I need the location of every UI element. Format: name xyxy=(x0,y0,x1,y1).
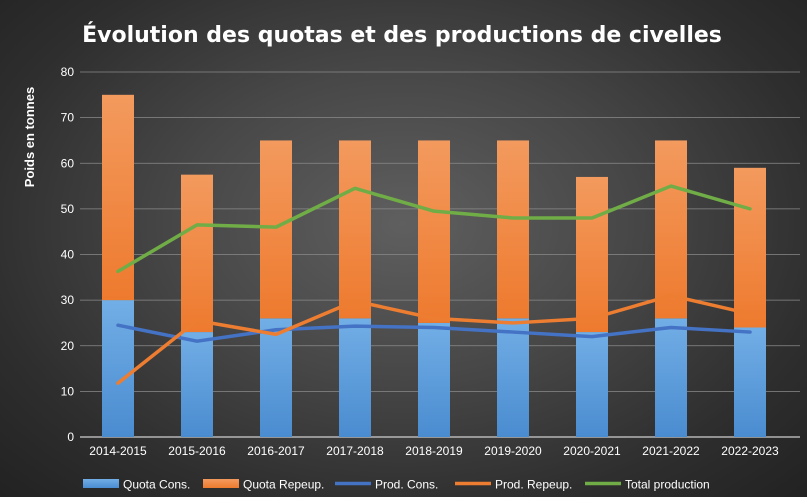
y-tick-label: 80 xyxy=(61,65,75,79)
legend-label: Quota Repeup. xyxy=(243,478,324,492)
y-tick-label: 50 xyxy=(61,202,75,216)
x-tick-label: 2022-2023 xyxy=(721,444,779,458)
bar-quota-cons xyxy=(339,318,371,437)
bar-quota-repeup xyxy=(576,176,608,333)
chart-title: Évolution des quotas et des productions … xyxy=(82,22,722,48)
x-tick-label: 2014-2015 xyxy=(89,444,147,458)
x-tick-label: 2017-2018 xyxy=(326,444,384,458)
bar-quota-repeup xyxy=(655,140,687,319)
bar-quota-cons xyxy=(734,327,766,437)
y-tick-label: 30 xyxy=(61,293,75,307)
y-axis-label: Poids en tonnes xyxy=(22,87,37,187)
y-tick-label: 70 xyxy=(61,111,75,125)
x-tick-label: 2021-2022 xyxy=(642,444,700,458)
bar-quota-repeup xyxy=(734,167,766,328)
legend-label: Total production xyxy=(625,478,710,492)
bar-quota-repeup xyxy=(418,140,450,323)
bar-quota-cons xyxy=(655,318,687,437)
x-tick-label: 2016-2017 xyxy=(247,444,305,458)
lines-group xyxy=(116,184,752,385)
legend-total-production: Total production xyxy=(585,478,710,492)
bar-quota-cons xyxy=(102,300,134,437)
legend-prod-repeup: Prod. Repeup. xyxy=(455,478,572,492)
line-total-production xyxy=(116,184,752,274)
y-tick-label: 10 xyxy=(61,384,75,398)
x-tick-label: 2020-2021 xyxy=(563,444,621,458)
legend-swatch xyxy=(83,479,119,488)
legend-swatch xyxy=(203,479,239,488)
bar-quota-cons xyxy=(576,332,608,437)
line-prod-cons xyxy=(116,323,752,343)
legend-prod-cons: Prod. Cons. xyxy=(335,478,438,492)
bar-quota-repeup xyxy=(339,140,371,319)
legend-label: Quota Cons. xyxy=(123,478,190,492)
x-tick-label: 2018-2019 xyxy=(405,444,463,458)
bar-quota-cons xyxy=(181,332,213,437)
y-tick-label: 40 xyxy=(61,248,75,262)
bars-group xyxy=(102,94,766,437)
y-tick-label: 20 xyxy=(61,339,75,353)
legend-quota-repeup: Quota Repeup. xyxy=(203,478,324,492)
x-tick-labels: 2014-2015 2015-2016 2016-2017 2017-2018 2018… xyxy=(89,444,779,458)
bar-quota-repeup xyxy=(181,174,213,333)
y-tick-label: 60 xyxy=(61,156,75,170)
bar-quota-repeup xyxy=(102,94,134,301)
x-tick-label: 2019-2020 xyxy=(484,444,542,458)
bar-quota-repeup xyxy=(260,140,292,319)
bar-quota-cons xyxy=(260,318,292,437)
bar-quota-cons xyxy=(418,322,450,437)
bar-quota-repeup xyxy=(497,140,529,319)
y-tick-labels: 0 10 20 30 40 50 60 70 80 xyxy=(61,65,75,444)
bar-quota-cons xyxy=(497,318,529,437)
legend-label: Prod. Repeup. xyxy=(495,478,572,492)
legend-quota-cons: Quota Cons. xyxy=(83,478,190,492)
line-prod-repeup xyxy=(116,293,752,385)
y-tick-label: 0 xyxy=(67,430,74,444)
legend-label: Prod. Cons. xyxy=(375,478,438,492)
legend: Quota Cons. Quota Repeup. Prod. Cons. Prod.… xyxy=(83,478,710,492)
x-tick-label: 2015-2016 xyxy=(168,444,226,458)
